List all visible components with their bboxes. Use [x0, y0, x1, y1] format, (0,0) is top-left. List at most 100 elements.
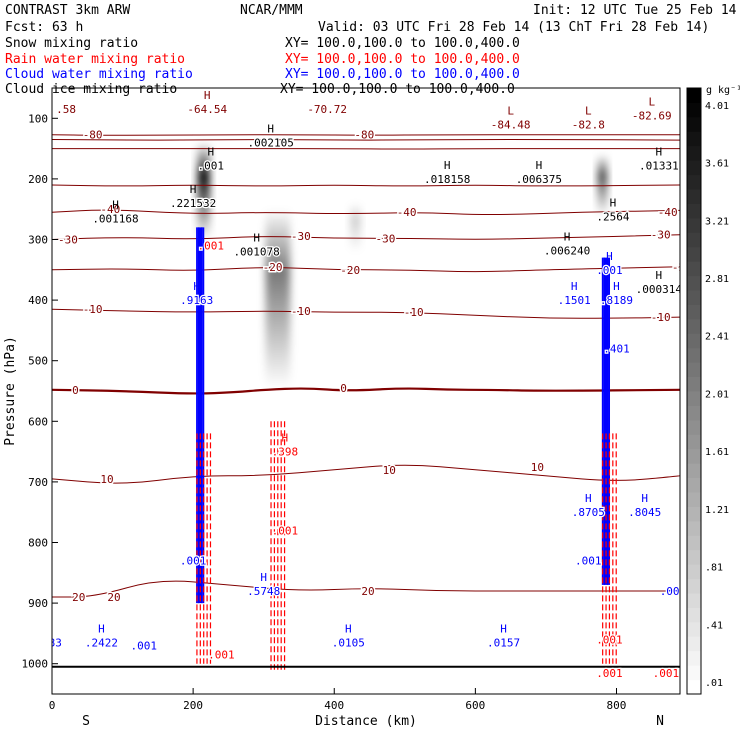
cloud-water-label-2: .8189 — [600, 294, 633, 307]
cloud-water-label-14: .001 — [575, 555, 602, 568]
y-axis-label: Pressure (hPa) — [3, 336, 18, 446]
colorbar-tick-label-3: 2.81 — [705, 274, 729, 285]
y-tick-label-1: 200 — [28, 173, 48, 186]
colorbar-band-14 — [687, 478, 701, 493]
colorbar-tick-label-1: 3.61 — [705, 159, 729, 170]
temperature-label-4: -82.69 — [632, 109, 672, 122]
legend-rain-name: Rain water mixing ratio — [5, 52, 185, 67]
temperature-label-5: .58 — [56, 103, 76, 116]
legend-cloud-ice-name: Cloud ice mixing ratio — [5, 82, 177, 97]
temperature-label-0: -64.54 — [187, 103, 227, 116]
colorbar-band-7 — [687, 579, 701, 594]
isotherm-label-10-0: 20 — [72, 591, 85, 604]
colorbar-band-11 — [687, 521, 701, 536]
header-center: NCAR/MMM — [240, 3, 303, 18]
x-tick-label-2: 400 — [324, 699, 344, 712]
colorbar-unit: g kg⁻¹ — [706, 85, 740, 96]
isotherm-1 — [52, 140, 680, 141]
y-tick-label-2: 300 — [28, 234, 48, 247]
cloud-ice-extremum-marker-8: H — [610, 196, 617, 209]
colorbar-band-6 — [687, 593, 701, 608]
colorbar-band-24 — [687, 333, 701, 348]
colorbar-band-20 — [687, 391, 701, 406]
cloud-ice-label-6: .006375 — [516, 173, 562, 186]
legend-snow-xy: XY= 100.0,100.0 to 100.0,400.0 — [285, 36, 520, 51]
isotherm-label-7-2: -10 — [404, 306, 424, 319]
y-tick-label-3: 400 — [28, 294, 48, 307]
colorbar-tick-label-5: 2.01 — [705, 389, 729, 400]
temperature-label-1: -70.72 — [307, 103, 347, 116]
cloud-ice-extremum-marker-4: H — [253, 232, 260, 245]
cloud-water-label-13: .001 — [180, 555, 207, 568]
cloud-water-extremum-marker-0: H — [193, 280, 200, 293]
isotherm-5 — [52, 235, 680, 240]
colorbar-band-4 — [687, 622, 701, 637]
colorbar-band-30 — [687, 247, 701, 262]
isotherm-3 — [52, 185, 680, 186]
cloud-water-label-7: .001 — [130, 640, 157, 653]
cloud-water-extremum-marker-11: H — [585, 492, 592, 505]
plot-area: -80-80-40-40-40-30-30-30-30-20-20-20-10-… — [42, 89, 692, 680]
cloud-ice-label-9: .01331 — [639, 160, 679, 173]
colorbar-band-39 — [687, 117, 701, 132]
isotherm-label-7-3: -10 — [651, 311, 671, 324]
isotherm-label-4-2: -40 — [658, 206, 678, 219]
cloud-ice-label-2: .221532 — [170, 197, 216, 210]
isotherm-label-6-1: -20 — [340, 264, 360, 277]
colorbar-band-5 — [687, 607, 701, 622]
y-tick-label-6: 700 — [28, 476, 48, 489]
cloud-water-extremum-marker-5: H — [260, 571, 267, 584]
y-tick-label-8: 900 — [28, 597, 48, 610]
isotherm-label-8-0: 0 — [72, 384, 79, 397]
isotherm-label-5-2: -30 — [376, 232, 396, 245]
colorbar-tick-label-10: .01 — [705, 678, 723, 689]
colorbar-band-21 — [687, 377, 701, 392]
colorbar-band-13 — [687, 492, 701, 507]
colorbar-tick-label-6: 1.61 — [705, 447, 729, 458]
colorbar-band-2 — [687, 651, 701, 666]
colorbar-band-3 — [687, 636, 701, 651]
y-tick-label-9: 1000 — [22, 658, 49, 671]
colorbar-band-40 — [687, 102, 701, 117]
isotherm-label-7-0: -10 — [83, 303, 103, 316]
colorbar-tick-label-0: 4.01 — [705, 101, 729, 112]
colorbar-tick-label-4: 2.41 — [705, 332, 729, 343]
isotherm-label-4-1: -40 — [397, 206, 417, 219]
header: CONTRAST 3km ARW Fcst: 63 h NCAR/MMM Ini… — [5, 3, 737, 97]
colorbar-band-37 — [687, 146, 701, 161]
temperature-extremum-marker-4: L — [648, 95, 655, 108]
legend-cloud-ice-xy: XY= 100.0,100.0 to 100.0,400.0 — [280, 82, 515, 97]
x-tick-label-4: 800 — [607, 699, 627, 712]
cloud-water-extremum-marker-10: H — [500, 622, 507, 635]
cloud-water-extremum-marker-6: H — [98, 622, 105, 635]
cloud-water-label-6: .2422 — [85, 636, 118, 649]
rain-extremum-marker-0: H — [282, 432, 289, 445]
legend-cloud-water-name: Cloud water mixing ratio — [5, 67, 193, 82]
legend-snow-name: Snow mixing ratio — [5, 36, 138, 51]
x-axis-left-end-label: S — [82, 714, 90, 729]
header-valid: Valid: 03 UTC Fri 28 Feb 14 (13 ChT Fri … — [318, 20, 709, 35]
x-tick-label-0: 0 — [49, 699, 56, 712]
isotherm-label-9-2: 10 — [531, 461, 544, 474]
y-tick-label-5: 600 — [28, 415, 48, 428]
legend-rain-xy: XY= 100.0,100.0 to 100.0,400.0 — [285, 52, 520, 67]
colorbar-band-35 — [687, 175, 701, 190]
cloud-water-label-4: .401 — [603, 343, 630, 356]
colorbar-band-12 — [687, 506, 701, 521]
colorbar-band-32 — [687, 218, 701, 233]
isotherm-label-10-2: 20 — [361, 585, 374, 598]
cloud-water-extremum-marker-12: H — [641, 492, 648, 505]
y-tick-label-0: 100 — [28, 112, 48, 125]
colorbar-band-27 — [687, 290, 701, 305]
cloud-water-label-1: .1501 — [558, 294, 591, 307]
temperature-extremum-marker-0: H — [204, 89, 211, 102]
cloud-water-label-12: .8045 — [628, 506, 661, 519]
rain-label-2: .001 — [198, 240, 225, 253]
cloud-ice-extremum-marker-7: H — [564, 230, 571, 243]
isotherm-label-10-1: 20 — [107, 591, 120, 604]
cloud-water-contours — [197, 227, 609, 603]
cloud-water-extremum-marker-1: H — [571, 280, 578, 293]
colorbar-band-25 — [687, 319, 701, 334]
colorbar-band-41 — [687, 88, 701, 103]
